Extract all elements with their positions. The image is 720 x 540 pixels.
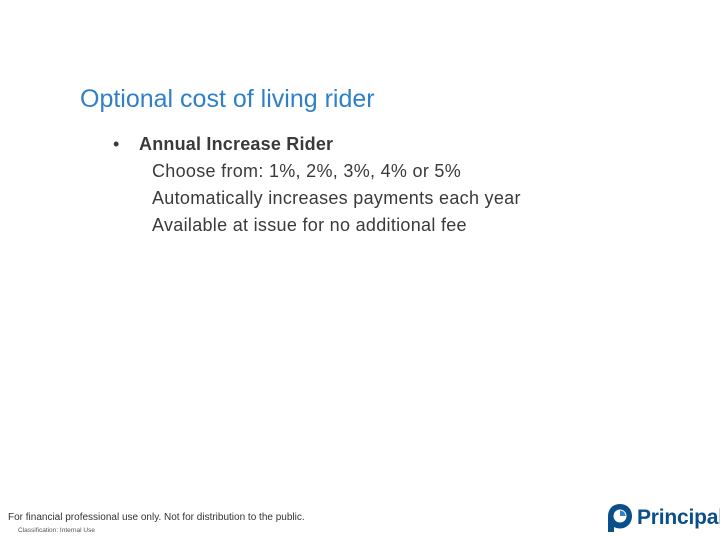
footer-disclaimer: For financial professional use only. Not… [8,512,305,523]
bullet-dot-icon: • [113,134,120,154]
principal-logo-icon [608,504,632,532]
slide-content: • Annual Increase Rider Choose from: 1%,… [113,131,521,239]
bullet-item: • Annual Increase Rider [113,131,521,158]
bullet-heading: Annual Increase Rider [139,134,334,154]
logo-text: Principal [637,506,720,529]
slide-title: Optional cost of living rider [80,85,375,113]
sub-item-no-fee: Available at issue for no additional fee [152,215,467,235]
logo-wordmark: Principal® [637,506,720,530]
sub-item-auto-increase: Automatically increases payments each ye… [152,188,521,208]
sub-item-choose-rate: Choose from: 1%, 2%, 3%, 4% or 5% [152,161,462,181]
footer-classification: Classification: Internal Use [18,527,95,534]
principal-logo: Principal® [607,502,720,534]
